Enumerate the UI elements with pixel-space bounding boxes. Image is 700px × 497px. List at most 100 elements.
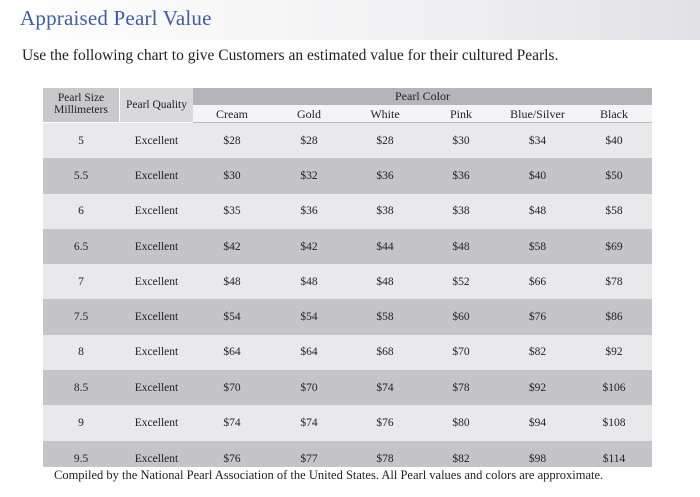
color-header-band <box>193 88 652 105</box>
size-header-line1: Pearl Size <box>57 92 105 104</box>
price-cell: $54 <box>223 311 241 324</box>
price-cell: $82 <box>452 452 470 465</box>
price-cell: $94 <box>528 417 547 430</box>
table-row: 6 Excellent $35 $36 $38 $38 $48 $58 <box>43 193 652 229</box>
price-cell: $78 <box>605 275 623 288</box>
price-cell: $38 <box>452 205 470 218</box>
pearl-size-cell: 7.5 <box>73 311 89 324</box>
price-cell: $58 <box>605 205 623 218</box>
price-cell: $28 <box>300 134 318 147</box>
table-row: 6.5 Excellent $42 $42 $44 $48 $58 $69 <box>43 228 652 265</box>
price-cell: $74 <box>223 417 241 430</box>
pearl-size-cell: 6.5 <box>73 240 89 253</box>
price-cell: $36 <box>300 205 318 218</box>
price-cell: $48 <box>452 240 470 253</box>
price-cell: $48 <box>300 275 318 288</box>
price-cell: $86 <box>605 311 623 324</box>
pearl-size-cell: 9 <box>78 417 84 430</box>
quality-column-header: Pearl Quality <box>120 88 193 122</box>
price-cell: $108 <box>602 417 626 430</box>
price-cell: $78 <box>376 452 394 465</box>
price-cell: $66 <box>528 275 547 288</box>
price-cell: $38 <box>376 205 394 218</box>
price-cell: $92 <box>528 381 547 394</box>
color-column-header: Cream <box>216 107 248 121</box>
price-cell: $76 <box>528 311 547 324</box>
price-cell: $98 <box>528 452 547 465</box>
pearl-quality-cell: Excellent <box>134 311 179 324</box>
pearl-value-table: Pearl Size Millimeters Pearl Quality Pea… <box>43 88 652 467</box>
price-cell: $64 <box>300 346 318 359</box>
price-cell: $40 <box>605 134 623 147</box>
footnote: Compiled by the National Pearl Associati… <box>54 468 604 482</box>
color-column-header: Gold <box>297 107 321 121</box>
price-cell: $77 <box>300 452 318 465</box>
price-cell: $106 <box>602 381 626 394</box>
price-cell: $32 <box>300 169 318 182</box>
pearl-quality-cell: Excellent <box>134 240 179 253</box>
pearl-size-cell: 6 <box>78 205 84 218</box>
pearl-quality-cell: Excellent <box>134 169 179 182</box>
price-cell: $58 <box>376 311 394 324</box>
price-cell: $40 <box>528 169 547 182</box>
price-cell: $28 <box>376 134 394 147</box>
table-row: 9.5 Excellent $76 $77 $78 $82 $98 $114 <box>43 440 652 467</box>
price-cell: $52 <box>452 275 470 288</box>
table-row: 5.5 Excellent $30 $32 $36 $36 $40 $50 <box>43 158 652 194</box>
table-header: Pearl Size Millimeters Pearl Quality Pea… <box>43 88 652 123</box>
price-cell: $34 <box>528 134 547 147</box>
table-row: 8.5 Excellent $70 $70 $74 $78 $92 $106 <box>43 370 652 406</box>
price-cell: $74 <box>300 417 318 430</box>
pearl-quality-cell: Excellent <box>134 417 179 430</box>
table-row: 7 Excellent $48 $48 $48 $52 $66 $78 <box>43 264 652 300</box>
pearl-quality-cell: Excellent <box>134 205 179 218</box>
pearl-quality-cell: Excellent <box>134 346 179 359</box>
price-cell: $68 <box>376 346 394 359</box>
price-cell: $76 <box>223 452 241 465</box>
intro-text: Use the following chart to give Customer… <box>22 47 559 64</box>
price-cell: $70 <box>223 381 241 394</box>
color-subheader-band <box>193 105 652 123</box>
price-cell: $76 <box>376 417 394 430</box>
pearl-quality-cell: Excellent <box>134 275 179 288</box>
pearl-size-cell: 9.5 <box>73 452 89 465</box>
price-cell: $42 <box>300 240 318 253</box>
price-cell: $64 <box>223 346 241 359</box>
price-cell: $58 <box>528 240 547 253</box>
size-column-header: Pearl Size Millimeters <box>43 88 119 122</box>
price-cell: $35 <box>223 205 241 218</box>
price-cell: $30 <box>452 134 470 147</box>
pearl-size-cell: 7 <box>78 275 84 288</box>
price-cell: $92 <box>605 346 623 359</box>
price-cell: $69 <box>605 240 623 253</box>
price-cell: $82 <box>528 346 547 359</box>
color-column-header: White <box>370 107 400 121</box>
pearl-size-cell: 8 <box>78 346 84 359</box>
price-cell: $48 <box>528 205 547 218</box>
pearl-size-cell: 5 <box>78 134 84 147</box>
pearl-quality-cell: Excellent <box>134 381 179 394</box>
price-cell: $54 <box>300 311 318 324</box>
price-cell: $36 <box>376 169 394 182</box>
pearl-size-cell: 5.5 <box>73 169 89 182</box>
price-cell: $60 <box>452 311 470 324</box>
price-cell: $50 <box>605 169 623 182</box>
table-row: 5 Excellent $28 $28 $28 $30 $34 $40 <box>43 123 652 159</box>
price-cell: $36 <box>452 169 470 182</box>
table-row: 8 Excellent $64 $64 $68 $70 $82 $92 <box>43 334 652 371</box>
color-column-header: Pink <box>449 107 472 121</box>
price-cell: $48 <box>223 275 241 288</box>
price-cell: $74 <box>376 381 394 394</box>
pearl-size-cell: 8.5 <box>73 381 89 394</box>
price-cell: $114 <box>602 452 626 465</box>
page-title: Appraised Pearl Value <box>20 6 212 30</box>
price-cell: $78 <box>452 381 470 394</box>
table-row: 9 Excellent $74 $74 $76 $80 $94 $108 <box>43 405 652 441</box>
price-cell: $28 <box>223 134 241 147</box>
table-body: 5 Excellent $28 $28 $28 $30 $34 $40 5.5 Excellent… <box>43 123 652 467</box>
price-cell: $80 <box>452 417 470 430</box>
size-header-line2: Millimeters <box>54 104 108 116</box>
color-group-header: Pearl Color <box>395 89 450 103</box>
price-cell: $48 <box>376 275 394 288</box>
header-bar <box>0 0 700 40</box>
